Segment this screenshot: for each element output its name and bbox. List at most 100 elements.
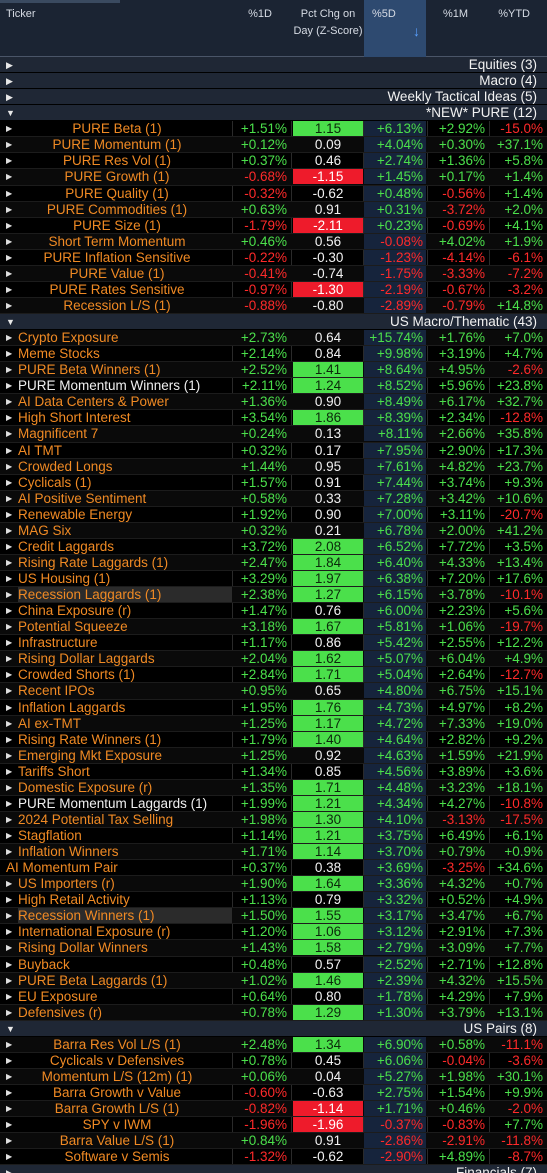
ticker-name[interactable]: Tariffs Short bbox=[18, 763, 90, 779]
table-row[interactable]: ▶ Short Term Momentum +0.46% 0.56 -0.08% +4.0… bbox=[0, 233, 547, 250]
ticker-name[interactable]: Recession Laggards (1) bbox=[18, 587, 232, 603]
ticker-name[interactable]: PURE Res Vol (1) bbox=[62, 153, 172, 169]
ticker-name[interactable]: 2024 Potential Tax Selling bbox=[18, 811, 174, 827]
group-header[interactable]: ▼ US Macro/Thematic (43) bbox=[0, 314, 547, 331]
ticker-name[interactable]: Short Term Momentum bbox=[48, 233, 186, 249]
expand-triangle-icon[interactable]: ▶ bbox=[6, 1007, 13, 1017]
ticker-name[interactable]: Rising Dollar Winners bbox=[18, 940, 148, 956]
ticker-name[interactable]: Rising Rate Winners (1) bbox=[18, 731, 162, 747]
table-row[interactable]: ▶ Emerging Mkt Exposure +1.25% 0.92 +4.63% +1… bbox=[0, 747, 547, 764]
ticker-name[interactable]: High Short Interest bbox=[18, 410, 131, 426]
ticker-name[interactable]: PURE Momentum Laggards (1) bbox=[18, 795, 208, 811]
expand-triangle-icon[interactable]: ▶ bbox=[6, 76, 13, 87]
expand-triangle-icon[interactable]: ▶ bbox=[6, 300, 13, 310]
table-row[interactable]: ▶ Crowded Longs +1.44% 0.95 +7.61% +4.82% +23.… bbox=[0, 458, 547, 475]
expand-triangle-icon[interactable]: ▶ bbox=[6, 718, 13, 728]
expand-triangle-icon[interactable]: ▶ bbox=[6, 959, 13, 969]
table-row[interactable]: ▶ Domestic Exposure (r) +1.35% 1.71 +4.48% +3… bbox=[0, 779, 547, 796]
expand-triangle-icon[interactable]: ▶ bbox=[6, 204, 13, 214]
expand-triangle-icon[interactable]: ▶ bbox=[6, 991, 13, 1001]
expand-triangle-icon[interactable]: ▶ bbox=[6, 381, 13, 391]
table-row[interactable]: ▶ Rising Dollar Laggards +2.04% 1.62 +5.07% +… bbox=[0, 651, 547, 668]
tab-strip[interactable] bbox=[0, 0, 120, 3]
table-row[interactable]: ▶ Infrastructure +1.17% 0.86 +5.42% +2.55% +12… bbox=[0, 635, 547, 652]
ticker-name[interactable]: PURE Inflation Sensitive bbox=[43, 249, 191, 265]
table-row[interactable]: ▶ MAG Six +0.32% 0.21 +6.78% +2.00% +41.2% bbox=[0, 522, 547, 539]
expand-triangle-icon[interactable]: ▶ bbox=[6, 284, 13, 294]
table-row[interactable]: ▶ PURE Beta Laggards (1) +1.02% 1.46 +2.39% +… bbox=[0, 972, 547, 989]
table-row[interactable]: ▶ US Housing (1) +3.29% 1.97 +6.38% +7.20% +17… bbox=[0, 571, 547, 588]
table-row[interactable]: ▶ PURE Commodities (1) +0.63% 0.91 +0.31% -3.… bbox=[0, 201, 547, 218]
table-row[interactable]: ▶ PURE Inflation Sensitive -0.22% -0.30 -1.2… bbox=[0, 249, 547, 266]
expand-triangle-icon[interactable]: ▶ bbox=[6, 60, 13, 70]
table-row[interactable]: ▶ Credit Laggards +3.72% 2.08 +6.52% +7.72% +3… bbox=[0, 538, 547, 555]
table-row[interactable]: ▶ Magnificent 7 +0.24% 0.13 +8.11% +2.66% +35.… bbox=[0, 426, 547, 443]
ticker-name[interactable]: US Importers (r) bbox=[18, 876, 115, 892]
table-row[interactable]: ▶ PURE Momentum (1) +0.12% 0.09 +4.04% +0.30%… bbox=[0, 137, 547, 154]
table-row[interactable]: ▶ Cyclicals v Defensives +0.78% 0.45 +6.06% -… bbox=[0, 1052, 547, 1069]
ticker-name[interactable]: EU Exposure bbox=[18, 988, 98, 1004]
ticker-name[interactable]: Barra Growth v Value bbox=[52, 1085, 182, 1100]
expand-triangle-icon[interactable]: ▶ bbox=[6, 397, 13, 407]
ticker-name[interactable]: Rising Rate Laggards (1) bbox=[18, 554, 169, 570]
ticker-name[interactable]: PURE Rates Sensitive bbox=[49, 281, 185, 297]
ticker-name[interactable]: Domestic Exposure (r) bbox=[18, 779, 153, 795]
ticker-name[interactable]: PURE Beta Laggards (1) bbox=[18, 972, 168, 988]
table-row[interactable]: ▶ Rising Rate Laggards (1) +2.47% 1.84 +6.40… bbox=[0, 554, 547, 571]
ticker-name[interactable]: Inflation Laggards bbox=[18, 699, 126, 715]
table-row[interactable]: ▶ Meme Stocks +2.14% 0.84 +9.98% +3.19% +4.7% bbox=[0, 346, 547, 363]
expand-triangle-icon[interactable]: ▶ bbox=[6, 622, 13, 632]
ticker-name[interactable]: PURE Beta (1) bbox=[72, 121, 162, 137]
table-row[interactable]: AI Momentum Pair +0.37% 0.38 +3.69% -3.25% +3… bbox=[0, 860, 547, 877]
ticker-name[interactable]: Crowded Shorts (1) bbox=[18, 667, 136, 683]
ticker-name[interactable]: Inflation Winners bbox=[18, 844, 119, 860]
ticker-name[interactable]: Credit Laggards bbox=[18, 538, 115, 554]
ticker-name[interactable]: PURE Beta Winners (1) bbox=[18, 362, 161, 378]
ticker-name[interactable]: PURE Commodities (1) bbox=[46, 201, 188, 217]
ticker-name[interactable]: Renewable Energy bbox=[18, 506, 133, 522]
table-row[interactable]: ▶ Crowded Shorts (1) +2.84% 1.71 +5.04% +2.64… bbox=[0, 667, 547, 684]
table-row[interactable]: ▶ PURE Beta Winners (1) +2.52% 1.41 +8.64% +4… bbox=[0, 362, 547, 379]
ticker-name[interactable]: International Exposure (r) bbox=[18, 924, 171, 940]
expand-triangle-icon[interactable]: ▶ bbox=[6, 670, 13, 680]
collapse-triangle-icon[interactable]: ▼ bbox=[6, 317, 15, 327]
ticker-name[interactable]: Crypto Exposure bbox=[18, 330, 119, 346]
table-row[interactable]: ▶ PURE Res Vol (1) +0.37% 0.46 +2.74% +1.36% +… bbox=[0, 153, 547, 170]
ticker-name[interactable]: AI Momentum Pair bbox=[6, 860, 118, 876]
table-row[interactable]: ▶ US Importers (r) +1.90% 1.64 +3.36% +4.32% +… bbox=[0, 876, 547, 893]
table-row[interactable]: ▶ High Short Interest +3.54% 1.86 +8.39% +2.3… bbox=[0, 410, 547, 427]
expand-triangle-icon[interactable]: ▶ bbox=[6, 879, 13, 889]
ticker-name[interactable]: Potential Squeeze bbox=[18, 619, 128, 635]
expand-triangle-icon[interactable]: ▶ bbox=[6, 1104, 13, 1114]
table-row[interactable]: ▶ AI TMT +0.32% 0.17 +7.95% +2.90% +17.3% bbox=[0, 442, 547, 459]
ticker-name[interactable]: Infrastructure bbox=[18, 635, 98, 651]
table-row[interactable]: ▶ Recession Laggards (1) +2.38% 1.27 +6.15% +… bbox=[0, 587, 547, 604]
ticker-name[interactable]: PURE Momentum (1) bbox=[52, 137, 182, 153]
ticker-name[interactable]: PURE Growth (1) bbox=[64, 169, 170, 185]
expand-triangle-icon[interactable]: ▶ bbox=[6, 831, 13, 840]
table-row[interactable]: ▶ Tariffs Short +1.34% 0.85 +4.56% +3.89% +3.6… bbox=[0, 763, 547, 780]
ticker-name[interactable]: Magnificent 7 bbox=[18, 426, 99, 442]
ticker-name[interactable]: Rising Dollar Laggards bbox=[18, 651, 155, 667]
expand-triangle-icon[interactable]: ▶ bbox=[6, 1039, 13, 1049]
group-header[interactable]: ▶ Weekly Tactical Ideas (5) bbox=[0, 89, 547, 106]
table-row[interactable]: ▶ Barra Res Vol L/S (1) +2.48% 1.34 +6.90% +0… bbox=[0, 1036, 547, 1053]
table-row[interactable]: ▶ High Retail Activity +1.13% 0.79 +3.32% +0.… bbox=[0, 892, 547, 909]
expand-triangle-icon[interactable]: ▶ bbox=[6, 413, 13, 423]
table-row[interactable]: ▶ Barra Value L/S (1) +0.84% 0.91 -2.86% -2.9… bbox=[0, 1133, 547, 1150]
expand-triangle-icon[interactable]: ▶ bbox=[6, 895, 13, 905]
expand-triangle-icon[interactable]: ▶ bbox=[6, 557, 13, 567]
table-row[interactable]: ▶ PURE Value (1) -0.41% -0.74 -1.75% -3.33% -7… bbox=[0, 265, 547, 282]
table-row[interactable]: ▶ Recession Winners (1) +1.50% 1.55 +3.17% +3… bbox=[0, 908, 547, 925]
expand-triangle-icon[interactable]: ▶ bbox=[6, 798, 13, 808]
ticker-name[interactable]: PURE Value (1) bbox=[69, 265, 165, 281]
ticker-name[interactable]: Barra Value L/S (1) bbox=[59, 1133, 175, 1149]
expand-triangle-icon[interactable]: ▶ bbox=[6, 766, 13, 776]
table-row[interactable]: ▶ Buyback +0.48% 0.57 +2.52% +2.71% +12.8% bbox=[0, 956, 547, 973]
table-row[interactable]: ▶ SPY v IWM -1.96% -1.96 -0.37% -0.83% +7.7% bbox=[0, 1117, 547, 1134]
expand-triangle-icon[interactable]: ▶ bbox=[6, 188, 13, 198]
ticker-name[interactable]: Momentum L/S (12m) (1) bbox=[41, 1068, 193, 1084]
expand-triangle-icon[interactable]: ▶ bbox=[6, 654, 13, 664]
ticker-name[interactable]: Barra Res Vol L/S (1) bbox=[53, 1036, 181, 1052]
ticker-name[interactable]: MAG Six bbox=[18, 522, 72, 538]
